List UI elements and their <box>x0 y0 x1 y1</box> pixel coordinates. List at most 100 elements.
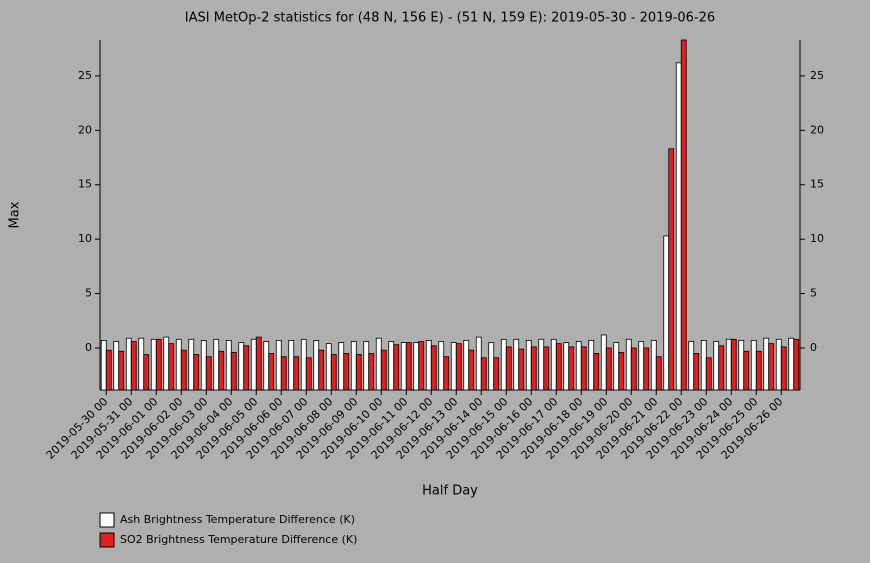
bar <box>255 336 262 391</box>
bar <box>293 356 300 391</box>
bar <box>468 349 475 391</box>
bar <box>605 347 612 391</box>
x-axis-label: Half Day <box>422 484 478 499</box>
bar <box>380 349 387 391</box>
bar <box>443 356 450 391</box>
bar <box>218 350 225 391</box>
bar <box>543 346 550 391</box>
bar <box>718 345 725 391</box>
bar <box>693 353 700 391</box>
bar <box>650 339 657 391</box>
bar <box>230 351 237 391</box>
bar <box>688 341 695 391</box>
bar <box>393 344 400 391</box>
bar <box>530 346 537 391</box>
bar <box>250 338 257 391</box>
bar <box>655 356 662 391</box>
y-tick-label: 5 <box>85 287 92 300</box>
bar <box>193 354 200 391</box>
bar <box>525 339 532 391</box>
legend-label: SO2 Brightness Temperature Difference (K… <box>120 533 357 546</box>
bar <box>163 336 170 391</box>
legend-swatch <box>99 532 115 548</box>
bar <box>425 339 432 391</box>
bar <box>793 338 800 391</box>
bar <box>555 343 562 391</box>
bar <box>238 342 245 391</box>
bar <box>588 339 595 391</box>
y2-tick-label: 20 <box>810 123 824 136</box>
bar <box>175 338 182 391</box>
bar <box>143 354 150 391</box>
bar <box>725 338 732 391</box>
bar <box>275 339 282 391</box>
y-axis-label: Max <box>8 201 23 228</box>
bar <box>600 334 607 391</box>
bar <box>280 356 287 391</box>
bar <box>130 341 137 391</box>
bar <box>513 338 520 391</box>
bar <box>580 346 587 391</box>
y-tick-label: 15 <box>78 178 92 191</box>
bar <box>350 341 357 391</box>
bar <box>680 39 687 391</box>
bar <box>243 345 250 391</box>
bar <box>730 338 737 391</box>
bar <box>313 339 320 391</box>
bar <box>388 341 395 391</box>
bar <box>663 235 670 391</box>
bar <box>713 341 720 391</box>
bar <box>180 349 187 391</box>
y2-tick-label: 25 <box>810 69 824 82</box>
bar <box>118 350 125 391</box>
bar <box>755 350 762 391</box>
bar <box>518 348 525 391</box>
bar <box>550 338 557 391</box>
bar <box>438 341 445 391</box>
bar <box>268 353 275 391</box>
bar <box>675 62 682 391</box>
bar <box>305 357 312 391</box>
bar <box>505 346 512 391</box>
bar <box>363 341 370 391</box>
bar <box>300 338 307 391</box>
bar <box>630 347 637 391</box>
bar <box>475 336 482 391</box>
bar <box>568 346 575 391</box>
bar <box>138 337 145 391</box>
bar <box>668 148 675 391</box>
bar <box>775 338 782 391</box>
bar <box>613 342 620 391</box>
bar <box>125 337 132 391</box>
y2-tick-label: 10 <box>810 232 824 245</box>
bar <box>618 351 625 391</box>
bar <box>450 342 457 391</box>
y2-tick-label: 15 <box>810 178 824 191</box>
y-tick-label: 20 <box>78 123 92 136</box>
bar <box>368 353 375 391</box>
bar <box>325 343 332 391</box>
bar <box>780 346 787 391</box>
bar <box>263 341 270 391</box>
legend-label: Ash Brightness Temperature Difference (K… <box>120 513 355 526</box>
bar <box>575 341 582 391</box>
bar <box>188 338 195 391</box>
bar <box>225 339 232 391</box>
bar <box>413 342 420 391</box>
bar <box>150 338 157 391</box>
y2-tick-label: 5 <box>810 287 817 300</box>
bar <box>205 356 212 391</box>
chart-title: IASI MetOp-2 statistics for (48 N, 156 E… <box>185 11 715 26</box>
bar <box>100 339 107 391</box>
bar <box>500 338 507 391</box>
bar <box>288 339 295 391</box>
bar <box>488 342 495 391</box>
bar <box>743 350 750 391</box>
bar <box>168 343 175 391</box>
bar <box>113 341 120 391</box>
bar <box>338 342 345 391</box>
bar <box>593 353 600 391</box>
bar <box>768 343 775 391</box>
bar <box>430 345 437 391</box>
